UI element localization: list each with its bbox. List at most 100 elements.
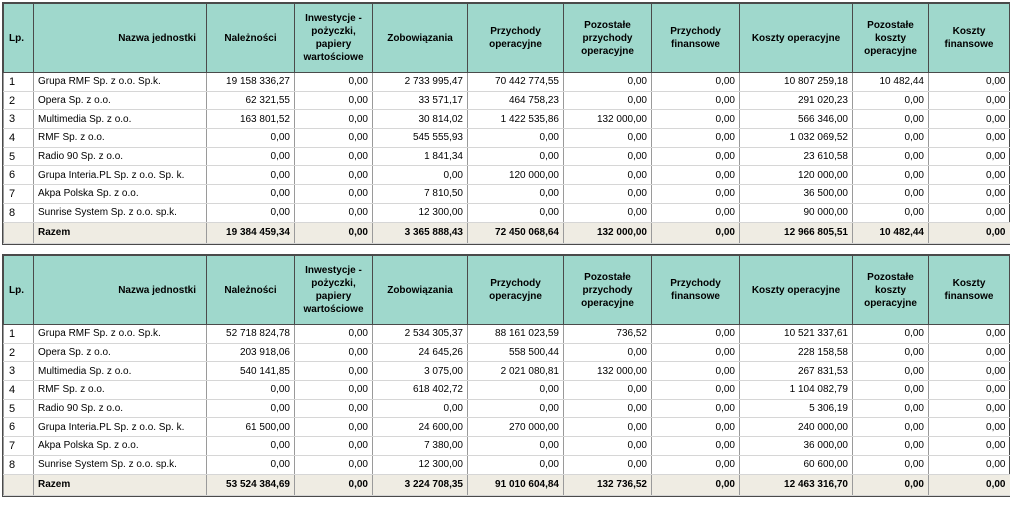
value-cell: 0,00 — [651, 203, 740, 223]
value-cell: 0,00 — [206, 203, 295, 223]
entity-name: Grupa RMF Sp. z o.o. Sp.k. — [33, 72, 207, 92]
total-value: 3 224 708,35 — [372, 473, 468, 496]
table-row: 3 Multimedia Sp. z o.o. 540 141,85 0,00 3 07… — [3, 361, 1010, 382]
table-row: 5 Radio 90 Sp. z o.o. 0,00 0,00 0,00 0,00 0,00… — [3, 399, 1010, 419]
value-cell: 0,00 — [563, 455, 652, 475]
value-cell: 0,00 — [651, 147, 740, 167]
value-cell: 0,00 — [852, 361, 929, 382]
value-cell: 0,00 — [294, 361, 373, 382]
value-cell: 0,00 — [563, 203, 652, 223]
row-number: 7 — [3, 184, 34, 204]
value-cell: 0,00 — [206, 165, 295, 186]
total-value: 12 966 805,51 — [739, 221, 853, 244]
value-cell: 23 610,58 — [739, 147, 853, 167]
value-cell: 267 831,53 — [739, 361, 853, 382]
entity-name: RMF Sp. z o.o. — [33, 380, 207, 400]
value-cell: 0,00 — [206, 147, 295, 167]
column-header-c6: Przychody finansowe — [651, 255, 740, 325]
value-cell: 0,00 — [651, 91, 740, 111]
entity-name: Grupa Interia.PL Sp. z o.o. Sp. k. — [33, 417, 207, 438]
table-row: 8 Sunrise System Sp. z o.o. sp.k. 0,00 0,00… — [3, 203, 1010, 223]
value-cell: 0,00 — [563, 128, 652, 148]
header-row: Lp. Nazwa jednostki Należności Inwestycje -… — [3, 255, 1010, 325]
value-cell: 3 075,00 — [372, 361, 468, 382]
value-cell: 0,00 — [651, 324, 740, 344]
value-cell: 0,00 — [928, 109, 1010, 130]
value-cell: 0,00 — [294, 72, 373, 92]
value-cell: 736,52 — [563, 324, 652, 344]
value-cell: 88 161 023,59 — [467, 324, 564, 344]
value-cell: 0,00 — [294, 109, 373, 130]
value-cell: 0,00 — [852, 109, 929, 130]
value-cell: 0,00 — [294, 399, 373, 419]
total-value: 10 482,44 — [852, 221, 929, 244]
value-cell: 2 021 080,81 — [467, 361, 564, 382]
value-cell: 0,00 — [294, 324, 373, 344]
value-cell: 0,00 — [651, 343, 740, 363]
value-cell: 36 000,00 — [739, 436, 853, 456]
value-cell: 0,00 — [928, 361, 1010, 382]
value-cell: 618 402,72 — [372, 380, 468, 400]
entity-name: Akpa Polska Sp. z o.o. — [33, 436, 207, 456]
column-header-c8: Pozostałe koszty operacyjne — [852, 3, 929, 73]
value-cell: 5 306,19 — [739, 399, 853, 419]
value-cell: 540 141,85 — [206, 361, 295, 382]
value-cell: 0,00 — [563, 91, 652, 111]
row-number: 8 — [3, 203, 34, 223]
value-cell: 0,00 — [928, 380, 1010, 400]
value-cell: 0,00 — [372, 399, 468, 419]
value-cell: 36 500,00 — [739, 184, 853, 204]
total-value: 0,00 — [651, 221, 740, 244]
entity-name: Opera Sp. z o.o. — [33, 343, 207, 363]
value-cell: 0,00 — [206, 128, 295, 148]
column-header-c4: Przychody operacyjne — [467, 255, 564, 325]
value-cell: 0,00 — [928, 417, 1010, 438]
value-cell: 0,00 — [651, 380, 740, 400]
column-header-name: Nazwa jednostki — [33, 3, 207, 73]
value-cell: 0,00 — [928, 324, 1010, 344]
total-value: 3 365 888,43 — [372, 221, 468, 244]
table-row: 6 Grupa Interia.PL Sp. z o.o. Sp. k. 61 50… — [3, 417, 1010, 438]
value-cell: 0,00 — [467, 128, 564, 148]
total-spacer — [3, 473, 34, 496]
value-cell: 0,00 — [563, 417, 652, 438]
value-cell: 12 300,00 — [372, 203, 468, 223]
value-cell: 132 000,00 — [563, 361, 652, 382]
total-value: 0,00 — [294, 221, 373, 244]
entity-name: Radio 90 Sp. z o.o. — [33, 399, 207, 419]
total-value: 132 736,52 — [563, 473, 652, 496]
row-number: 8 — [3, 455, 34, 475]
column-header-c7: Koszty operacyjne — [739, 255, 853, 325]
column-header-lp: Lp. — [3, 255, 34, 325]
data-table: Lp. Nazwa jednostki Należności Inwestycje -… — [3, 3, 1010, 244]
entity-name: Sunrise System Sp. z o.o. sp.k. — [33, 203, 207, 223]
table-row: 4 RMF Sp. z o.o. 0,00 0,00 618 402,72 0,00 0,0… — [3, 380, 1010, 400]
value-cell: 0,00 — [563, 147, 652, 167]
total-value: 12 463 316,70 — [739, 473, 853, 496]
total-value: 132 000,00 — [563, 221, 652, 244]
total-label: Razem — [33, 473, 207, 496]
value-cell: 90 000,00 — [739, 203, 853, 223]
column-header-c6: Przychody finansowe — [651, 3, 740, 73]
value-cell: 0,00 — [852, 165, 929, 186]
value-cell: 0,00 — [294, 128, 373, 148]
column-header-c3: Zobowiązania — [372, 3, 468, 73]
value-cell: 0,00 — [294, 91, 373, 111]
value-cell: 33 571,17 — [372, 91, 468, 111]
value-cell: 10 807 259,18 — [739, 72, 853, 92]
column-header-name: Nazwa jednostki — [33, 255, 207, 325]
value-cell: 120 000,00 — [467, 165, 564, 186]
column-header-c2: Inwestycje - pożyczki, papiery wartościo… — [294, 3, 373, 73]
value-cell: 120 000,00 — [739, 165, 853, 186]
table-row: 8 Sunrise System Sp. z o.o. sp.k. 0,00 0,00… — [3, 455, 1010, 475]
value-cell: 0,00 — [928, 147, 1010, 167]
value-cell: 132 000,00 — [563, 109, 652, 130]
table-row: 1 Grupa RMF Sp. z o.o. Sp.k. 52 718 824,78… — [3, 324, 1010, 344]
row-number: 4 — [3, 380, 34, 400]
total-value: 0,00 — [294, 473, 373, 496]
value-cell: 0,00 — [294, 343, 373, 363]
value-cell: 0,00 — [928, 165, 1010, 186]
value-cell: 0,00 — [563, 399, 652, 419]
column-header-c1: Należności — [206, 3, 295, 73]
value-cell: 24 645,26 — [372, 343, 468, 363]
